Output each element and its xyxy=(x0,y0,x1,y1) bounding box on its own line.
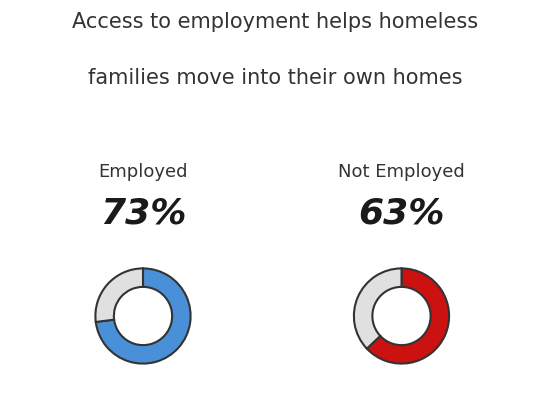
Text: Not Employed: Not Employed xyxy=(338,163,465,181)
Wedge shape xyxy=(354,268,402,348)
Text: families move into their own homes: families move into their own homes xyxy=(88,68,462,88)
Text: Access to employment helps homeless: Access to employment helps homeless xyxy=(72,12,478,32)
Wedge shape xyxy=(367,268,449,364)
Wedge shape xyxy=(96,268,191,364)
Text: Employed: Employed xyxy=(98,163,188,181)
Text: 63%: 63% xyxy=(358,197,445,231)
Text: 73%: 73% xyxy=(100,197,186,231)
Wedge shape xyxy=(95,268,143,322)
